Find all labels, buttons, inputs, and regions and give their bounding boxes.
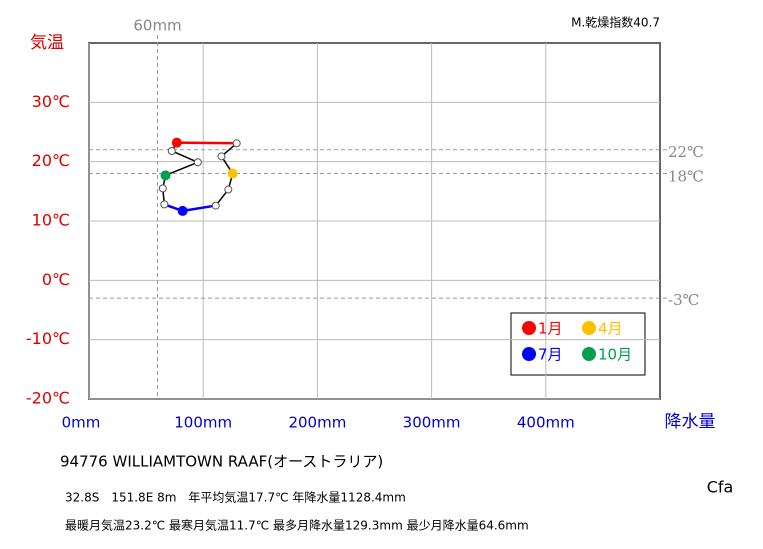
- legend-marker: [582, 321, 596, 335]
- x-tick-label: 200mm: [288, 414, 346, 432]
- month-point: [160, 170, 171, 181]
- info: 最暖月気温23.2℃ 最寒月気温11.7℃ 最多月降水量129.3mm 最少月降…: [65, 518, 529, 533]
- legend-label: 10月: [598, 346, 632, 364]
- line-segment: [171, 150, 199, 163]
- month-point: [224, 185, 233, 194]
- reference-label: 22℃: [668, 143, 704, 161]
- station: 94776 WILLIAMTOWN RAAF(オーストラリア): [60, 453, 383, 471]
- reference-label: 60mm: [133, 17, 181, 35]
- month-point: [177, 205, 188, 216]
- month-point: [227, 168, 238, 179]
- month-point: [211, 201, 220, 210]
- month-point: [160, 200, 169, 209]
- line-segment: [165, 161, 199, 177]
- line-segment: [182, 204, 216, 213]
- legend-label: 1月: [538, 320, 563, 338]
- reference-label: -3℃: [668, 291, 699, 309]
- x-tick-label: 100mm: [174, 414, 232, 432]
- legend-label: 4月: [598, 320, 623, 338]
- month-point: [158, 184, 167, 193]
- y-tick-label: 20℃: [32, 151, 70, 170]
- y-tick-label: 0℃: [42, 270, 70, 289]
- annotation: M.乾燥指数40.7: [571, 15, 660, 30]
- legend-label: 7月: [538, 346, 563, 364]
- month-point: [232, 139, 241, 148]
- y-tick-label: 30℃: [32, 92, 70, 111]
- month-point: [171, 137, 182, 148]
- month-point: [167, 146, 176, 155]
- x-tick-label: 0mm: [62, 414, 101, 432]
- info: 32.8S 151.8E 8m 年平均気温17.7℃ 年降水量1128.4mm: [65, 490, 406, 505]
- legend-marker: [582, 347, 596, 361]
- month-point: [217, 152, 226, 161]
- x-tick-label: 400mm: [517, 414, 575, 432]
- y-axis-title: 気温: [30, 33, 64, 53]
- line-segment: [176, 141, 237, 145]
- legend-marker: [522, 347, 536, 361]
- climate-class: Cfa: [707, 478, 734, 497]
- legend-marker: [522, 321, 536, 335]
- reference-label: 18℃: [668, 168, 704, 186]
- x-tick-label: 300mm: [403, 414, 461, 432]
- month-point: [193, 158, 202, 167]
- y-tick-label: -10℃: [26, 329, 70, 348]
- y-tick-label: 10℃: [32, 211, 70, 230]
- x-axis-title: 降水量: [665, 412, 716, 432]
- y-tick-label: -20℃: [26, 389, 70, 408]
